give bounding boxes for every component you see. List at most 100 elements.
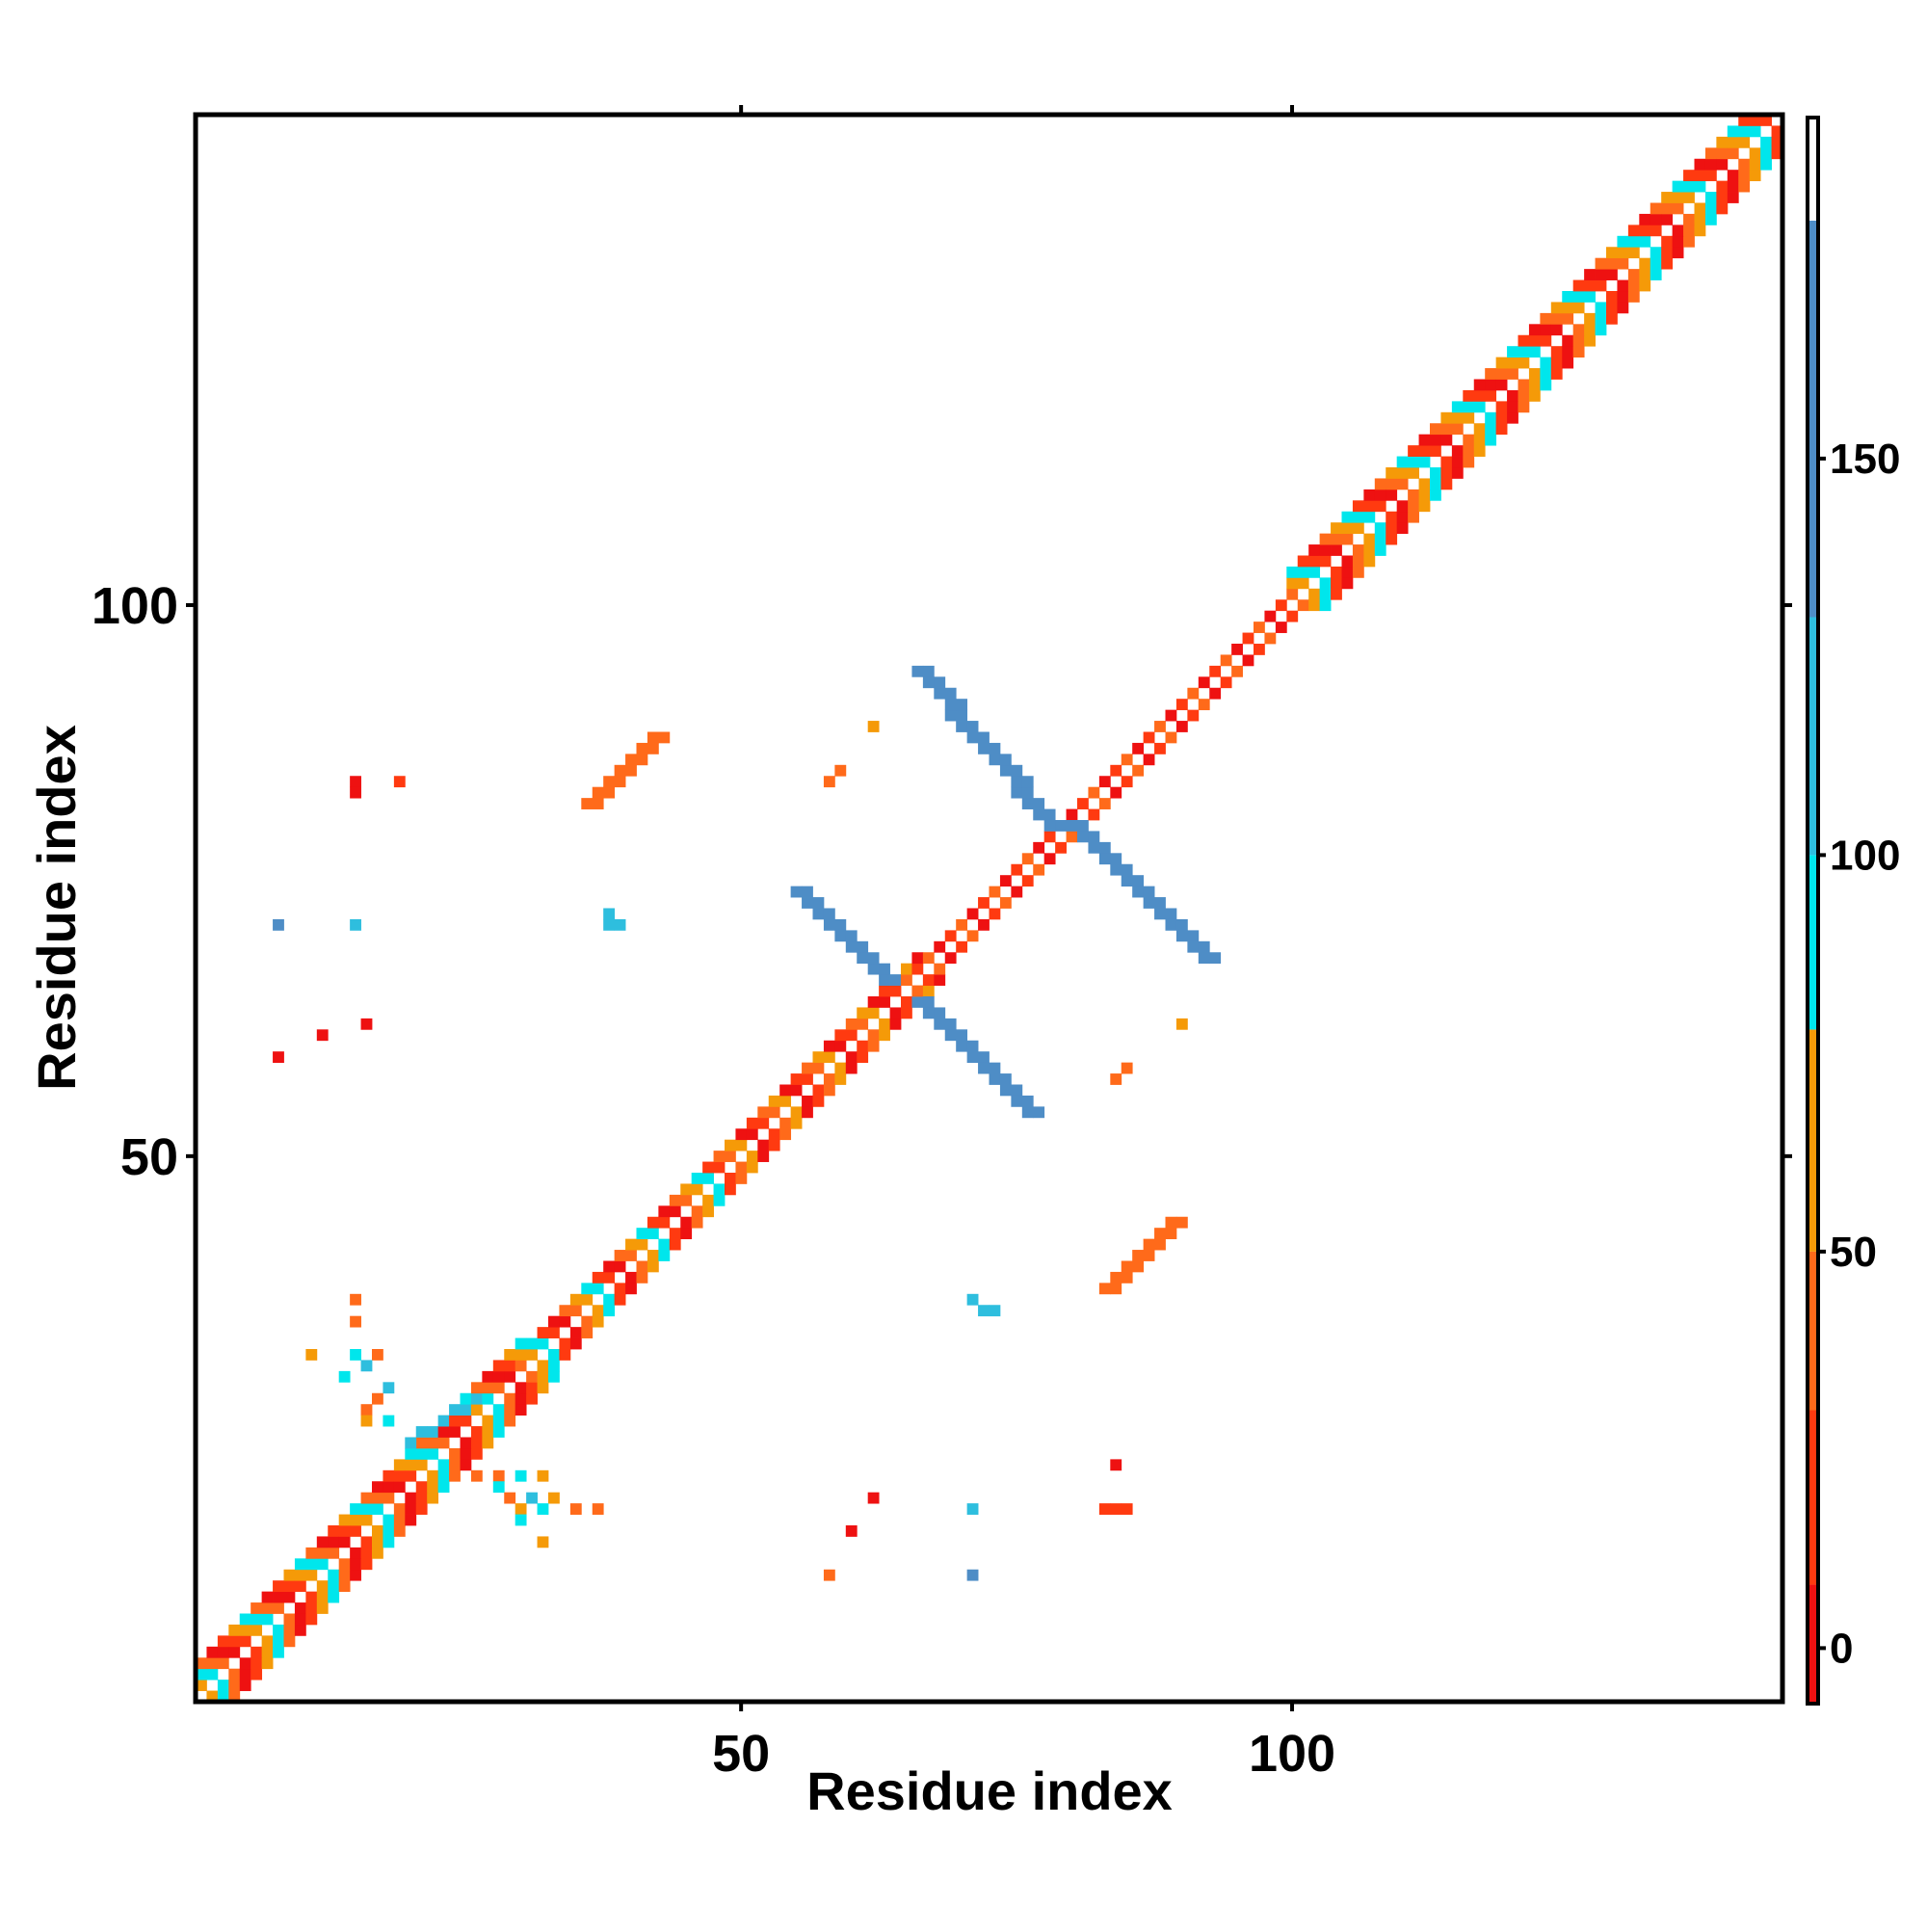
heatmap-cell [802, 1106, 813, 1119]
heatmap-cell [647, 1228, 659, 1240]
heatmap-cell [857, 1051, 869, 1064]
heatmap-cell [1254, 622, 1265, 633]
heatmap-cell [1572, 346, 1585, 358]
heatmap-cell [1540, 324, 1552, 336]
heatmap-cell [515, 1382, 527, 1394]
heatmap-cell [437, 1437, 450, 1449]
heatmap-cell [360, 1018, 373, 1030]
heatmap-cell [515, 1469, 527, 1482]
heatmap-cell [1727, 125, 1739, 138]
heatmap-cell [1627, 291, 1640, 303]
heatmap-cell [526, 1492, 538, 1504]
heatmap-cell [1374, 500, 1386, 513]
heatmap-cell [415, 1426, 428, 1438]
heatmap-cell [1308, 566, 1321, 578]
heatmap-cell [1627, 269, 1640, 280]
heatmap-cell [966, 1051, 979, 1064]
heatmap-cell [1341, 511, 1354, 523]
heatmap-cell [1198, 940, 1210, 953]
heatmap-cell [978, 1051, 990, 1064]
heatmap-cell [1430, 478, 1441, 490]
heatmap-cell [1110, 863, 1122, 876]
heatmap-cell [228, 1646, 241, 1658]
heatmap-cell [889, 1018, 902, 1030]
heatmap-cell [338, 1525, 351, 1537]
heatmap-cell [305, 1591, 318, 1603]
heatmap-cell [196, 1680, 207, 1691]
heatmap-cell [350, 1349, 361, 1361]
heatmap-cell [217, 1680, 229, 1691]
heatmap-cell [305, 1558, 318, 1571]
heatmap-cell [305, 1349, 318, 1361]
heatmap-cell [1507, 368, 1518, 380]
heatmap-cell [1451, 445, 1464, 457]
heatmap-cell [1418, 434, 1431, 446]
heatmap-cell [999, 1084, 1012, 1097]
heatmap-cell [383, 1382, 395, 1394]
heatmap-cell [802, 886, 813, 898]
heatmap-cell [1220, 676, 1232, 689]
heatmap-cell [1011, 886, 1023, 898]
heatmap-cell [680, 1228, 693, 1240]
heatmap-cell [823, 1084, 835, 1097]
heatmap-cell [294, 1613, 306, 1626]
heatmap-cell [492, 1382, 505, 1394]
heatmap-cell [823, 776, 835, 788]
heatmap-cell [569, 1293, 582, 1306]
heatmap-cell [867, 952, 880, 965]
heatmap-cell [867, 963, 880, 975]
heatmap-cell [1704, 202, 1717, 215]
heatmap-cell [757, 1139, 770, 1151]
heatmap-cell [449, 1415, 461, 1427]
heatmap-cell [470, 1437, 483, 1449]
heatmap-cell [372, 1525, 383, 1537]
heatmap-cell [812, 897, 825, 909]
heatmap-cell [526, 1382, 538, 1394]
heatmap-cell [537, 1337, 549, 1350]
heatmap-cell [1209, 952, 1222, 965]
heatmap-cell [934, 940, 946, 953]
heatmap-cell [1231, 665, 1243, 677]
heatmap-cell [1683, 192, 1695, 203]
heatmap-cell [1550, 346, 1563, 358]
heatmap-cell [768, 1095, 780, 1107]
heatmap-cell [1187, 709, 1200, 722]
heatmap-cell [1132, 886, 1145, 898]
heatmap-cell [999, 875, 1012, 887]
heatmap-cell [1110, 1271, 1122, 1284]
heatmap-cell [350, 1525, 361, 1537]
heatmap-cell [548, 1370, 560, 1383]
heatmap-cell [393, 1503, 406, 1515]
colorbar-frame [1806, 116, 1820, 1706]
heatmap-cell [978, 742, 990, 754]
heatmap-cell [1704, 147, 1717, 160]
heatmap-cell [1440, 434, 1453, 446]
heatmap-cell [504, 1404, 516, 1416]
heatmap-cell [1198, 676, 1210, 689]
heatmap-cell [901, 974, 912, 986]
heatmap-cell [1572, 334, 1585, 347]
heatmap-cell [790, 1117, 803, 1129]
heatmap-cell [1639, 225, 1651, 237]
heatmap-cell [1650, 257, 1662, 270]
heatmap-cell [823, 1073, 835, 1085]
heatmap-cell [1672, 247, 1684, 259]
heatmap-cell [1363, 489, 1376, 501]
heatmap-cell [460, 1447, 472, 1460]
heatmap-cell [1738, 125, 1751, 138]
heatmap-cell [867, 1007, 880, 1019]
heatmap-cell [1595, 257, 1607, 270]
heatmap-cell [1572, 302, 1585, 314]
heatmap-cell [603, 1271, 616, 1284]
heatmap-cell [515, 1349, 527, 1361]
heatmap-cell [812, 1084, 825, 1097]
heatmap-cell [1738, 115, 1751, 126]
heatmap-cell [1143, 1250, 1155, 1261]
y-axis-ticks: 50 100 [92, 577, 1792, 1186]
heatmap-cell [1066, 820, 1078, 832]
heatmap-cell [1418, 456, 1431, 468]
heatmap-cell [273, 1602, 284, 1614]
heatmap-cell [1584, 279, 1596, 292]
heatmap-cell [1694, 213, 1706, 225]
heatmap-cell [1021, 776, 1034, 788]
